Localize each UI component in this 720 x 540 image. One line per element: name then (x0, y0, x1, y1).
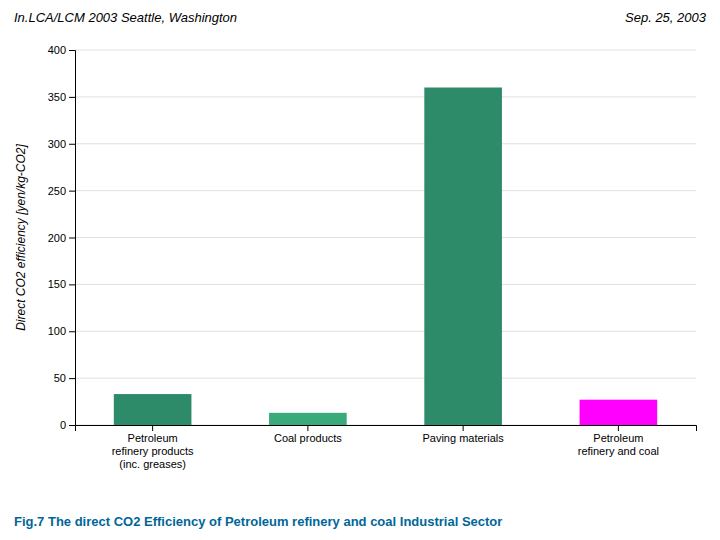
tick-label: 0 (60, 419, 66, 431)
tick: 400 (48, 44, 75, 56)
tick-label: Petroleumrefinery and coal (578, 432, 659, 457)
tick-label-line: Petroleum (128, 432, 178, 444)
tick: Paving materials (422, 425, 504, 444)
chart: 050100150200250300350400Petroleumrefiner… (0, 0, 720, 540)
tick-mark (69, 425, 75, 426)
tick-label: 250 (48, 185, 66, 197)
x-axis: Petroleumrefinery products(inc. greases)… (76, 425, 697, 470)
tick-mark (69, 284, 75, 285)
tick-mark (69, 378, 75, 379)
tick-label-line: refinery and coal (578, 445, 659, 457)
tick-label-line: Coal products (274, 432, 342, 444)
grid-line (75, 96, 696, 97)
tick-label: Coal products (274, 432, 342, 444)
grid-line (75, 284, 696, 285)
bar (424, 88, 502, 426)
grid-line (75, 378, 696, 379)
tick-label: 300 (48, 138, 66, 150)
tick-label: Petroleumrefinery products(inc. greases) (112, 432, 194, 470)
tick: 350 (48, 91, 75, 103)
axis-line (69, 51, 76, 426)
plot: 050100150200250300350400Petroleumrefiner… (14, 44, 697, 470)
tick: 250 (48, 185, 75, 197)
tick-mark (307, 425, 308, 431)
tick-label-line: (inc. greases) (119, 458, 186, 470)
tick-mark (69, 144, 75, 145)
tick-label: 400 (48, 44, 66, 56)
tick-label-line: refinery products (112, 445, 194, 457)
grid-line (75, 190, 696, 191)
tick-mark (618, 425, 619, 431)
bar (114, 394, 192, 425)
tick-mark (69, 97, 75, 98)
tick-label: 350 (48, 91, 66, 103)
grid-line (75, 143, 696, 144)
grid-line (75, 237, 696, 238)
grid (75, 50, 696, 425)
y-axis: 0 50 100 150 200 250 300 350 400 (48, 44, 76, 431)
tick-label-line: Paving materials (422, 432, 504, 444)
tick: 150 (48, 278, 75, 290)
tick: Petroleumrefinery products(inc. greases) (112, 425, 194, 470)
tick-label: 50 (54, 372, 66, 384)
tick-label: 200 (48, 232, 66, 244)
tick: 300 (48, 138, 75, 150)
tick-mark (69, 331, 75, 332)
tick: 200 (48, 232, 75, 244)
tick-label: Paving materials (422, 432, 504, 444)
tick-mark (69, 191, 75, 192)
header-left: In.LCA/LCM 2003 Seattle, Washington (14, 10, 237, 25)
bars (114, 88, 657, 426)
tick: 100 (48, 325, 75, 337)
tick-mark (152, 425, 153, 431)
grid-line (75, 50, 696, 51)
axis-line (76, 426, 697, 432)
tick-label: 150 (48, 278, 66, 290)
tick-label-line: Petroleum (593, 432, 643, 444)
tick: Petroleumrefinery and coal (578, 425, 659, 457)
tick-mark (69, 238, 75, 239)
tick-mark (463, 425, 464, 431)
tick: 50 (54, 372, 75, 384)
y-axis-title: Direct CO2 efficiency [yen/kg-CO2] (14, 143, 28, 330)
bar (269, 413, 347, 425)
tick-label: 100 (48, 325, 66, 337)
header-right: Sep. 25, 2003 (625, 10, 707, 25)
tick: 0 (60, 419, 75, 431)
footer: Fig.7 The direct CO2 Efficiency of Petro… (14, 514, 502, 529)
tick-mark (69, 50, 75, 51)
tick: Coal products (274, 425, 342, 444)
grid-line (75, 331, 696, 332)
bar (580, 400, 658, 425)
